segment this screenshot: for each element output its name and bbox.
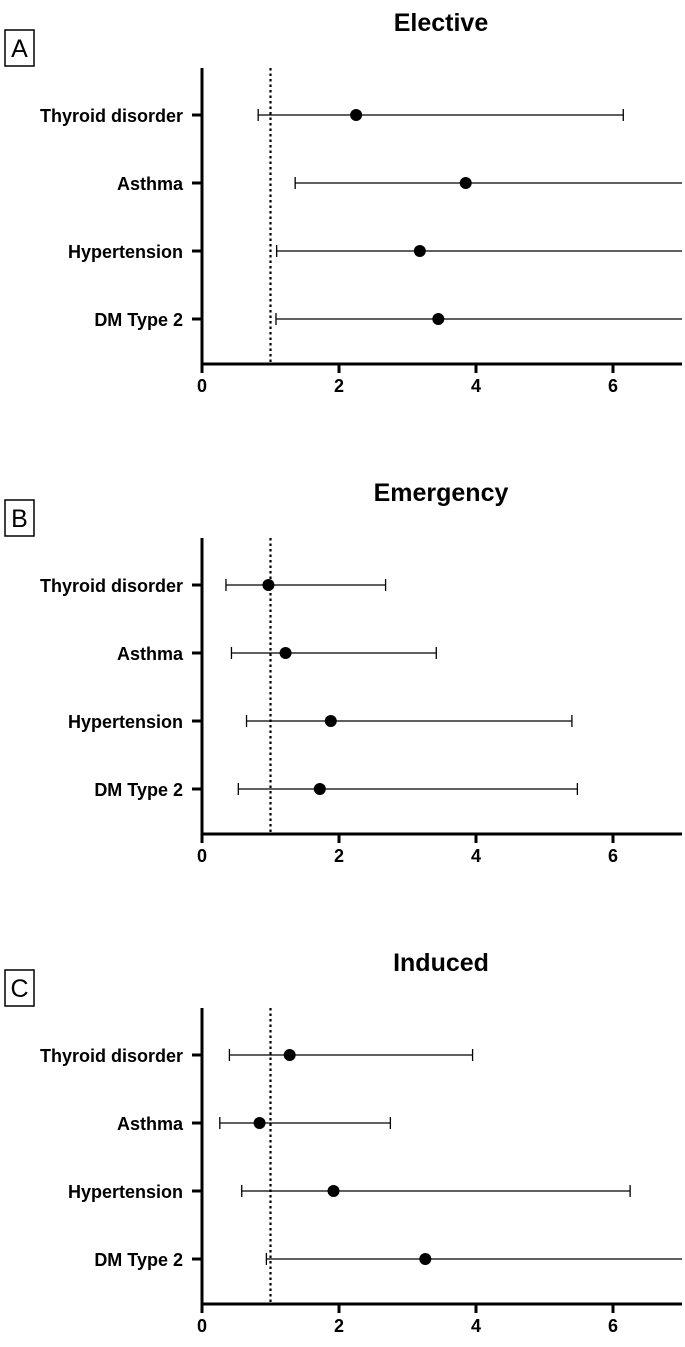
- panel-label-box: [4, 499, 35, 537]
- x-tick-label: 4: [471, 376, 481, 396]
- row-hypertension: Hypertension: [68, 1182, 631, 1202]
- row-dm-type-2: DM Type 2: [94, 310, 682, 330]
- row-asthma: Asthma: [117, 1114, 392, 1134]
- row-hypertension: Hypertension: [68, 242, 682, 262]
- panel-label: C: [10, 975, 28, 1003]
- x-tick-label: 6: [608, 846, 618, 866]
- category-label: DM Type 2: [94, 1250, 183, 1270]
- point-estimate: [350, 109, 363, 121]
- panel-label: A: [11, 35, 28, 63]
- point-estimate: [327, 1185, 340, 1197]
- row-dm-type-2: DM Type 2: [94, 1250, 682, 1270]
- chart-title: Induced: [393, 949, 489, 977]
- x-tick-label: 0: [197, 846, 207, 866]
- category-label: Thyroid disorder: [40, 1046, 183, 1066]
- point-estimate: [279, 647, 292, 659]
- chart-title: Emergency: [374, 479, 509, 507]
- panel-c: C Induced 0 2 4 6 Thyroid disorder Asthma Hypert…: [4, 949, 682, 1336]
- row-asthma: Asthma: [117, 174, 682, 194]
- category-label: Thyroid disorder: [40, 576, 183, 596]
- x-tick-label: 2: [334, 1316, 344, 1336]
- row-asthma: Asthma: [117, 644, 437, 664]
- row-thyroid-disorder: Thyroid disorder: [40, 1046, 474, 1066]
- x-tick-label: 4: [471, 846, 481, 866]
- panel-a: A Elective 0 2 4 6 Thyroid disorder Asthma Hyper…: [4, 9, 682, 396]
- row-thyroid-disorder: Thyroid disorder: [40, 106, 624, 126]
- x-tick-label: 2: [334, 376, 344, 396]
- point-estimate: [262, 579, 275, 591]
- point-estimate: [313, 783, 326, 795]
- point-estimate: [253, 1117, 266, 1129]
- category-label: Hypertension: [68, 1182, 183, 1202]
- category-label: DM Type 2: [94, 780, 183, 800]
- chart-title: Elective: [394, 9, 489, 37]
- category-label: Asthma: [117, 644, 184, 664]
- x-tick-label: 4: [471, 1316, 481, 1336]
- category-label: Asthma: [117, 1114, 184, 1134]
- x-tick-label: 6: [608, 376, 618, 396]
- panel-label-box: [4, 969, 35, 1007]
- x-tick-label: 2: [334, 846, 344, 866]
- category-label: Asthma: [117, 174, 184, 194]
- point-estimate: [283, 1049, 296, 1061]
- row-hypertension: Hypertension: [68, 712, 573, 732]
- point-estimate: [419, 1253, 432, 1265]
- row-dm-type-2: DM Type 2: [94, 780, 579, 800]
- point-estimate: [413, 245, 426, 257]
- x-tick-label: 6: [608, 1316, 618, 1336]
- panel-b: B Emergency 0 2 4 6 Thyroid disorder Asthma Hype…: [4, 479, 682, 866]
- row-thyroid-disorder: Thyroid disorder: [40, 576, 387, 596]
- x-tick-label: 0: [197, 1316, 207, 1336]
- panel-label: B: [11, 505, 28, 533]
- category-label: Hypertension: [68, 242, 183, 262]
- category-label: DM Type 2: [94, 310, 183, 330]
- point-estimate: [324, 715, 337, 727]
- x-tick-label: 0: [197, 376, 207, 396]
- category-label: Hypertension: [68, 712, 183, 732]
- panel-label-box: [4, 29, 35, 67]
- category-label: Thyroid disorder: [40, 106, 183, 126]
- point-estimate: [432, 313, 445, 325]
- point-estimate: [459, 177, 472, 189]
